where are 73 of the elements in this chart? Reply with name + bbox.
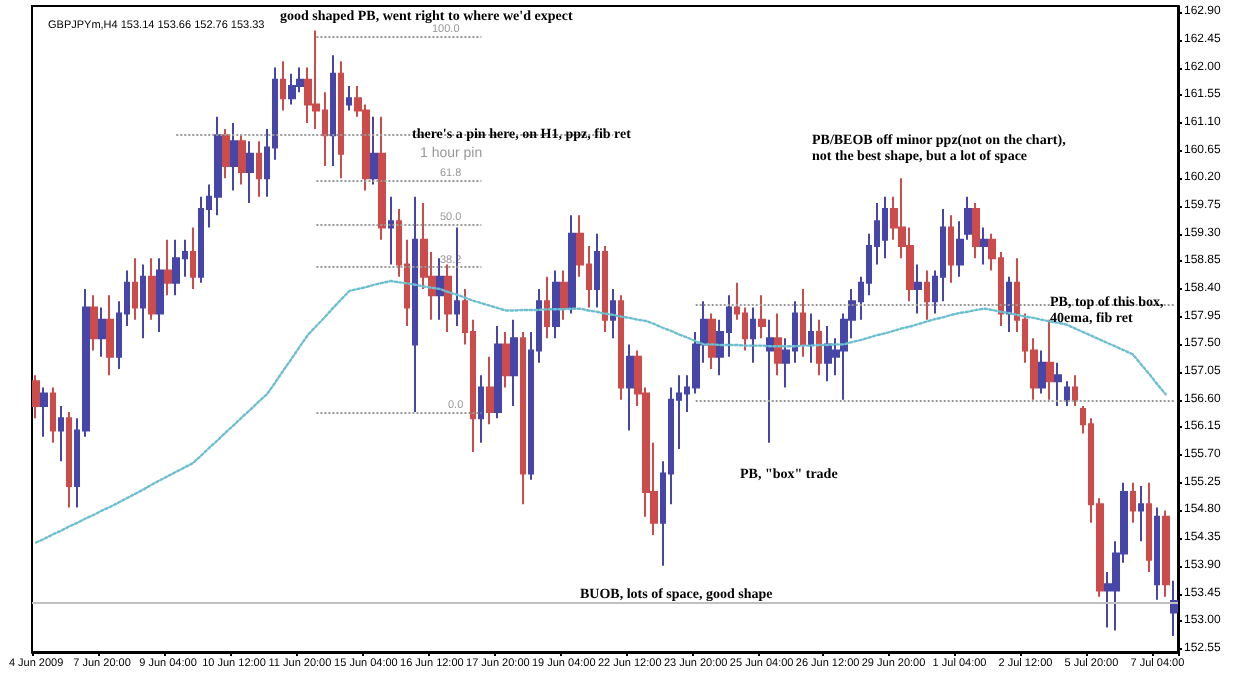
candlestick [1130, 481, 1136, 524]
candlestick [618, 294, 624, 401]
candlestick [156, 257, 164, 334]
candlestick [190, 226, 196, 291]
candlestick [106, 294, 114, 377]
candlestick [32, 374, 40, 420]
candlestick [520, 331, 526, 506]
candlestick [1146, 481, 1152, 574]
candlestick [1006, 275, 1012, 334]
candlestick [626, 343, 634, 432]
candlestick [948, 214, 954, 284]
candlestick [708, 312, 716, 370]
candlestick [164, 238, 172, 297]
candlestick [1154, 506, 1160, 601]
candlestick [980, 226, 988, 266]
candlestick [246, 140, 254, 204]
candlestick [280, 60, 286, 112]
candlestick [1138, 484, 1144, 543]
candlestick [330, 54, 336, 167]
candlestick [1054, 361, 1062, 407]
candlestick [486, 355, 494, 426]
candlestick [40, 386, 48, 438]
candlestick [370, 115, 378, 186]
candlestick [610, 288, 616, 340]
candlestick [758, 294, 766, 340]
candlestick [552, 269, 560, 340]
candlestick [412, 195, 418, 414]
candlestick [924, 269, 930, 321]
candlestick [436, 257, 444, 321]
candlestick [1064, 380, 1070, 407]
candlestick [346, 84, 352, 112]
candlestick [58, 404, 64, 463]
candlestick [914, 263, 922, 315]
candlestick [256, 140, 262, 198]
candlestick [568, 214, 576, 315]
candlestick [338, 60, 344, 180]
candlestick [594, 232, 600, 309]
candlestick [1046, 318, 1054, 401]
candlestick [66, 411, 72, 509]
candlestick [808, 312, 814, 364]
candlestick [750, 306, 756, 364]
candlestick [766, 318, 774, 444]
candlestick [388, 195, 394, 266]
candlestick [1162, 509, 1170, 598]
candlestick [882, 195, 888, 260]
candlestick [90, 294, 98, 352]
candlestick [478, 374, 484, 444]
candlestick [494, 324, 502, 420]
candlestick [288, 72, 296, 106]
candlestick [148, 257, 156, 321]
candlestick [222, 128, 230, 180]
candlestick [238, 134, 246, 186]
candlestick [972, 201, 980, 260]
candlestick [172, 238, 180, 297]
candlestick [502, 331, 510, 389]
candlestick [1072, 374, 1078, 407]
candlestick [824, 324, 832, 383]
candlestick [140, 263, 146, 340]
candlestick [132, 257, 138, 321]
candlestick [50, 386, 56, 444]
candlestick [1038, 349, 1046, 395]
candlestick [230, 121, 238, 192]
candlestick [816, 318, 822, 377]
candlestick [98, 306, 106, 358]
line-series [34, 279, 1167, 544]
candlestick [800, 288, 806, 358]
candlestick [378, 115, 386, 241]
candlestick [544, 275, 550, 340]
candlestick [774, 312, 782, 377]
candlestick [560, 269, 568, 321]
candlestick [510, 318, 518, 407]
candlestick [444, 263, 452, 334]
candlestick [602, 244, 608, 334]
